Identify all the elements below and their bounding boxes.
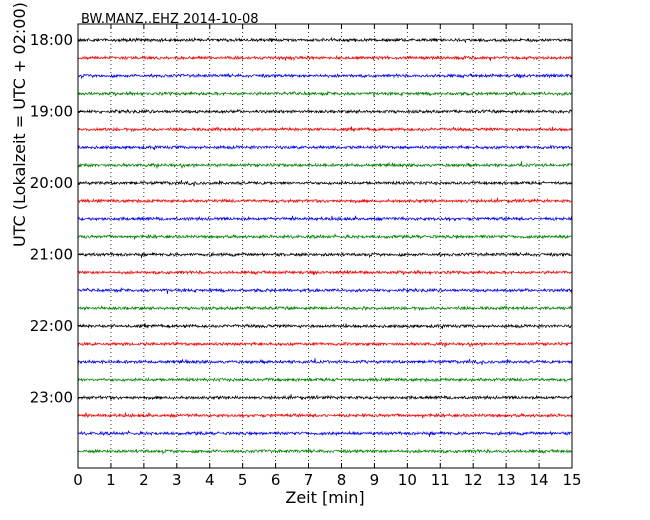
x-tick-label: 6: [271, 471, 281, 489]
trace-1815: [77, 54, 573, 61]
y-tick-label: 21:00: [30, 246, 73, 264]
trace-1800: [77, 36, 573, 43]
x-axis-label: Zeit [min]: [0, 488, 650, 507]
trace-2200: [77, 323, 573, 329]
trace-2015: [77, 197, 573, 204]
trace-2215: [77, 341, 573, 348]
x-tick-label: 0: [73, 471, 83, 489]
x-tick-label: 15: [562, 471, 581, 489]
trace-2145: [77, 305, 573, 312]
y-axis-ticks: 18:00 19:00 20:00 21:00 22:00 23:00: [30, 31, 83, 407]
x-tick-label: 4: [205, 471, 215, 489]
trace-2330: [77, 429, 573, 437]
x-tick-label: 7: [304, 471, 314, 489]
x-tick-label: 9: [370, 471, 380, 489]
trace-1915: [77, 126, 573, 133]
trace-2030: [77, 215, 573, 222]
y-tick-label: 23:00: [30, 389, 73, 407]
trace-2345: [77, 448, 573, 455]
x-tick-label: 11: [431, 471, 450, 489]
trace-2300: [77, 394, 573, 401]
vertical-grid: [110, 24, 540, 468]
x-tick-label: 13: [497, 471, 516, 489]
trace-1930: [77, 144, 573, 151]
x-tick-label: 12: [464, 471, 483, 489]
trace-2315: [77, 412, 573, 419]
trace-1830: [77, 72, 573, 80]
y-tick-label: 18:00: [30, 31, 73, 49]
trace-1945: [77, 161, 573, 169]
trace-2230: [77, 358, 573, 366]
trace-2115: [77, 269, 573, 276]
x-tick-label: 1: [106, 471, 116, 489]
y-tick-label: 22:00: [30, 317, 73, 335]
x-axis-ticks: 0 1 2 3 4 5 6 7 8 9 10 11 12 13 14 15: [73, 24, 582, 489]
y-tick-label: 20:00: [30, 174, 73, 192]
x-tick-label: 14: [530, 471, 549, 489]
y-tick-label: 19:00: [30, 103, 73, 121]
x-axis-label-text: Zeit [min]: [285, 488, 365, 507]
x-tick-label: 8: [337, 471, 347, 489]
seismic-traces: [77, 36, 573, 455]
trace-2130: [77, 287, 573, 294]
x-tick-label: 5: [238, 471, 248, 489]
trace-1845: [77, 90, 573, 98]
trace-2100: [77, 251, 573, 259]
trace-2245: [77, 376, 573, 383]
trace-2045: [77, 233, 573, 240]
y-axis-label: UTC (Lokalzeit = UTC + 02:00): [10, 2, 29, 247]
x-tick-label: 2: [139, 471, 149, 489]
x-tick-label: 10: [398, 471, 417, 489]
x-tick-label: 3: [172, 471, 182, 489]
trace-1900: [77, 108, 573, 115]
plot-frame: [77, 23, 573, 469]
trace-2000: [77, 180, 573, 187]
chart-title: BW.MANZ..EHZ 2014-10-08: [81, 12, 259, 27]
